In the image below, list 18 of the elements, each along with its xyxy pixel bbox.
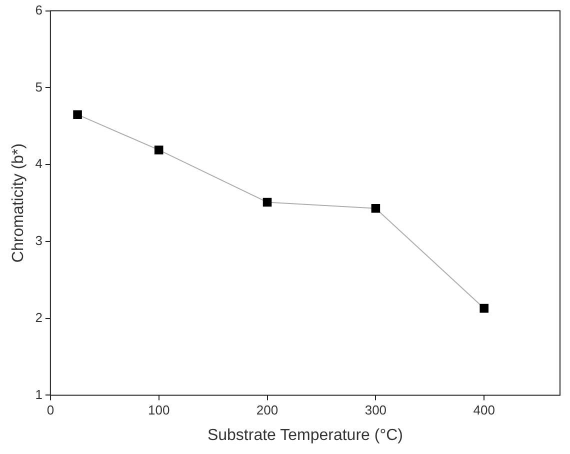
point: [73, 110, 82, 119]
y-tick-label: 4: [35, 156, 42, 172]
x-axis-title: Substrate Temperature (°C): [207, 426, 403, 444]
x-tick-label: 300: [364, 402, 387, 418]
y-tick-label: 1: [35, 386, 42, 402]
x-tick-label: 100: [148, 402, 170, 418]
y-tick-label: 5: [35, 79, 42, 94]
y-tick-label: 2: [35, 310, 42, 325]
x-tick-label: 0: [46, 402, 54, 418]
x-tick-label: 200: [256, 402, 278, 418]
y-tick-label: 6: [35, 2, 42, 18]
y-axis-title: Chromaticity (b*): [10, 143, 28, 263]
point: [262, 198, 272, 207]
point: [371, 204, 380, 213]
point: [154, 146, 164, 154]
point: [480, 304, 488, 313]
y-tick-label: 3: [35, 233, 42, 248]
x-tick-label: 400: [473, 402, 495, 418]
